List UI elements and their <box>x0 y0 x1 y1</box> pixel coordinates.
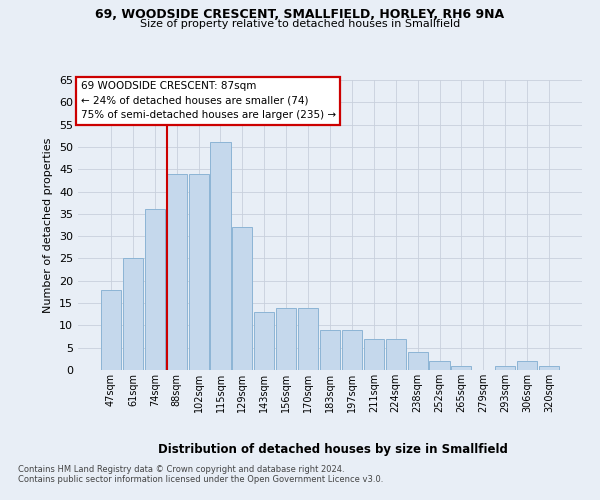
Text: Contains public sector information licensed under the Open Government Licence v3: Contains public sector information licen… <box>18 474 383 484</box>
Bar <box>364 339 384 370</box>
Text: Distribution of detached houses by size in Smallfield: Distribution of detached houses by size … <box>158 442 508 456</box>
Bar <box>232 227 253 370</box>
Text: Contains HM Land Registry data © Crown copyright and database right 2024.: Contains HM Land Registry data © Crown c… <box>18 465 344 474</box>
Text: 69 WOODSIDE CRESCENT: 87sqm
← 24% of detached houses are smaller (74)
75% of sem: 69 WOODSIDE CRESCENT: 87sqm ← 24% of det… <box>80 82 335 120</box>
Bar <box>342 330 362 370</box>
Bar <box>517 361 537 370</box>
Bar <box>386 339 406 370</box>
Bar <box>320 330 340 370</box>
Bar <box>123 258 143 370</box>
Bar <box>298 308 318 370</box>
Bar <box>145 210 165 370</box>
Bar <box>451 366 472 370</box>
Bar <box>495 366 515 370</box>
Y-axis label: Number of detached properties: Number of detached properties <box>43 138 53 312</box>
Bar <box>188 174 209 370</box>
Text: Size of property relative to detached houses in Smallfield: Size of property relative to detached ho… <box>140 19 460 29</box>
Bar <box>276 308 296 370</box>
Bar <box>167 174 187 370</box>
Bar <box>430 361 449 370</box>
Bar <box>211 142 230 370</box>
Bar <box>407 352 428 370</box>
Bar <box>101 290 121 370</box>
Text: 69, WOODSIDE CRESCENT, SMALLFIELD, HORLEY, RH6 9NA: 69, WOODSIDE CRESCENT, SMALLFIELD, HORLE… <box>95 8 505 20</box>
Bar <box>254 312 274 370</box>
Bar <box>539 366 559 370</box>
